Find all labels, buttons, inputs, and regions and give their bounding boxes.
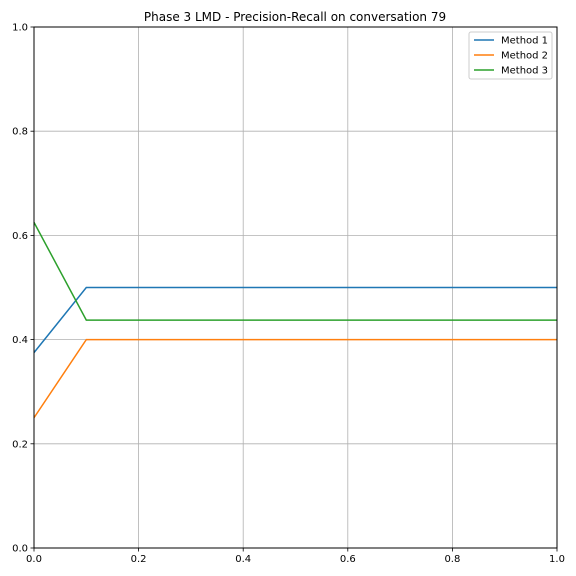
y-tick-label: 0.6 bbox=[12, 231, 28, 242]
axis-ticks: 0.0 0.2 0.4 0.6 0.8 1.0 0.0 0.2 0.4 0.6 0.8 1.0 bbox=[12, 23, 565, 566]
x-tick-label: 0.2 bbox=[131, 554, 147, 565]
y-tick-label: 0.0 bbox=[12, 544, 28, 555]
x-tick-label: 1.0 bbox=[549, 554, 565, 565]
plot-frame bbox=[33, 26, 558, 549]
y-tick-label: 0.8 bbox=[12, 127, 28, 138]
x-tick-label: 0.0 bbox=[26, 554, 42, 565]
y-tick-label: 0.4 bbox=[12, 335, 28, 346]
x-tick-label: 0.6 bbox=[340, 554, 356, 565]
legend-label: Method 2 bbox=[501, 51, 548, 62]
series-line-2 bbox=[33, 338, 557, 419]
y-tick-label: 1.0 bbox=[12, 23, 28, 34]
x-tick-label: 0.4 bbox=[235, 554, 251, 565]
series-line-1 bbox=[33, 286, 557, 354]
legend: Method 1 Method 2 Method 3 bbox=[468, 31, 553, 80]
y-tick-label: 0.2 bbox=[12, 439, 28, 450]
series-lines bbox=[33, 222, 557, 419]
series-line-3 bbox=[33, 222, 557, 321]
legend-box bbox=[468, 31, 553, 80]
legend-label: Method 3 bbox=[501, 66, 548, 77]
chart-title: Phase 3 LMD - Precision-Recall on conver… bbox=[144, 10, 446, 24]
legend-label: Method 1 bbox=[501, 36, 548, 47]
x-tick-label: 0.8 bbox=[444, 554, 460, 565]
